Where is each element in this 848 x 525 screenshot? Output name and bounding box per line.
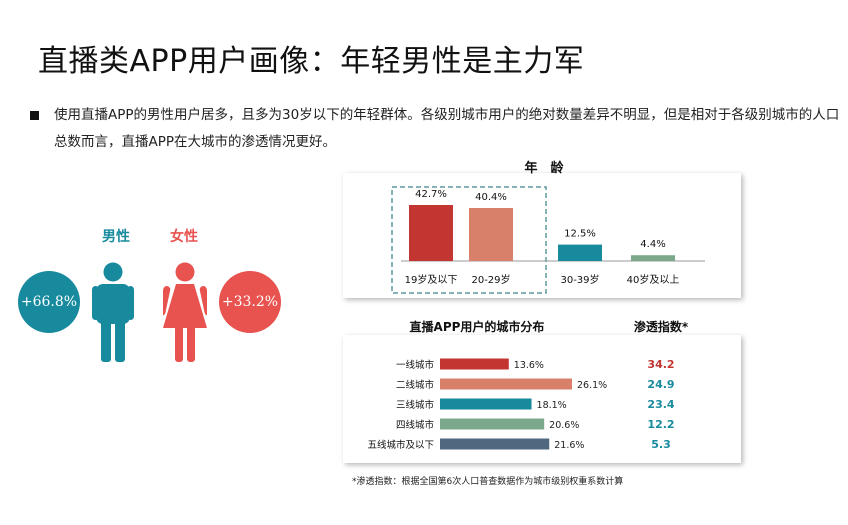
city-bar-value: 26.1% (577, 380, 607, 391)
bullet-text: 使用直播APP的男性用户居多，且多为30岁以下的年轻群体。各级别城市用户的绝对数… (54, 107, 840, 150)
city-bar (440, 398, 532, 410)
female-percent: +33.2% (221, 294, 279, 310)
female-icon (163, 262, 207, 362)
age-bar-value: 42.7% (415, 189, 447, 200)
page-title: 直播类APP用户画像：年轻男性是主力军 (38, 44, 585, 79)
city-tick-label: 三线城市 (396, 399, 435, 411)
highlight-box (391, 186, 547, 294)
female-percent-circle: +33.2% (219, 271, 281, 333)
city-bar (440, 378, 572, 390)
age-chart-title: 年 龄 (524, 160, 564, 176)
city-chart-title: 直播APP用户的城市分布 (410, 319, 545, 334)
male-icon (92, 262, 134, 362)
age-bar (409, 205, 453, 261)
city-tick-label: 四线城市 (396, 419, 435, 431)
city-bar-value: 18.1% (537, 400, 567, 411)
city-bar-value: 13.6% (514, 360, 544, 371)
city-bar-value: 21.6% (554, 440, 584, 451)
age-tick-label: 20-29岁 (471, 273, 510, 286)
city-tick-label: 一线城市 (396, 359, 435, 371)
index-value: 5.3 (651, 438, 671, 451)
footnote: *渗透指数：根据全国第6次人口普查数据作为城市级别权重系数计算 (352, 477, 624, 487)
index-value: 23.4 (647, 398, 674, 411)
male-percent-circle: +66.8% (18, 271, 80, 333)
age-bar-value: 12.5% (564, 229, 596, 240)
city-chart: 直播APP用户的城市分布 渗透指数* 一线城市 13.6% 34.2 二线城市 26.1% 2… (367, 319, 689, 451)
index-value: 24.9 (647, 378, 674, 391)
age-bar (469, 208, 513, 261)
city-tick-label: 五线城市及以下 (367, 439, 434, 451)
index-value: 34.2 (647, 358, 674, 371)
male-label: 男性 (102, 229, 130, 245)
age-tick-label: 30-39岁 (560, 273, 599, 286)
age-bar (631, 255, 675, 261)
bullet-marker (30, 111, 39, 120)
age-bar (558, 244, 602, 261)
index-title: 渗透指数* (634, 319, 689, 334)
age-tick-label: 19岁及以下 (405, 273, 458, 286)
city-bar (440, 438, 550, 450)
age-bar-value: 40.4% (475, 192, 507, 203)
female-label: 女性 (170, 229, 198, 245)
city-bar-value: 20.6% (549, 420, 579, 431)
age-bar-value: 4.4% (640, 239, 665, 250)
index-value: 12.2 (647, 418, 674, 431)
age-chart: 年 龄 42.7% 19岁及以下 40.4% 20-29岁 12.5% 30-39岁 4.4%… (391, 160, 705, 294)
city-bar (440, 418, 545, 430)
city-bar (440, 358, 509, 370)
male-percent: +66.8% (20, 294, 78, 310)
age-tick-label: 40岁及以上 (627, 273, 680, 286)
city-tick-label: 二线城市 (396, 379, 435, 391)
